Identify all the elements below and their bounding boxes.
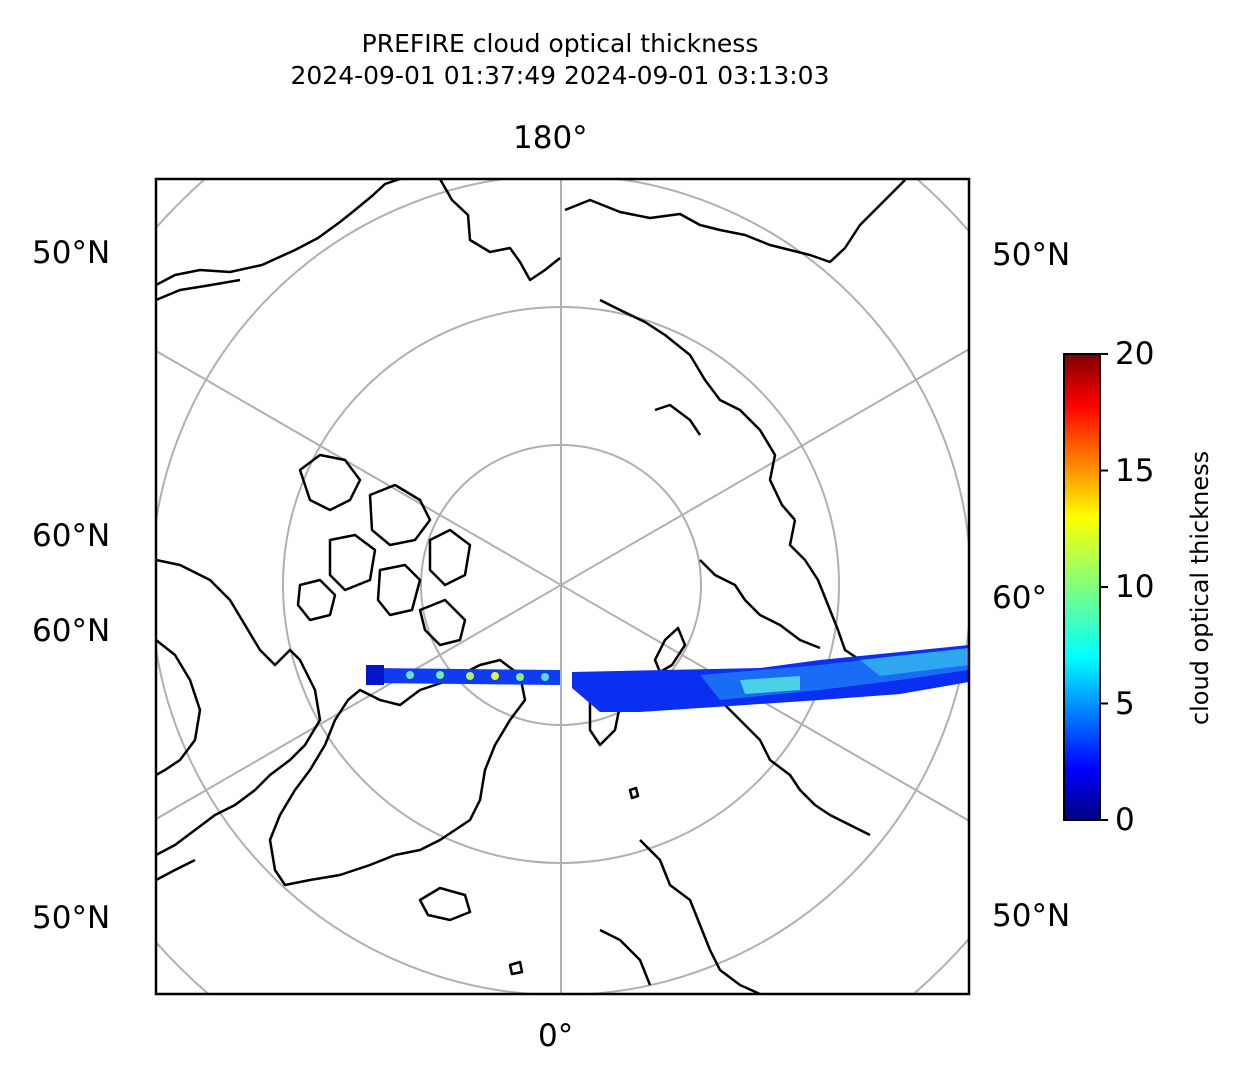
title-line-2: 2024-09-01 01:37:49 2024-09-01 03:13:03	[290, 61, 830, 90]
colorbar-label: cloud optical thickness	[1186, 450, 1214, 726]
label-left-upper: 50°N	[32, 235, 111, 271]
label-left-mid1: 60°N	[32, 518, 111, 554]
colorbar-tick-label-15: 15	[1115, 453, 1155, 489]
label-right-lower: 50°N	[992, 898, 1071, 934]
colorbar-tick-label-0: 0	[1115, 802, 1135, 838]
graticule	[156, 179, 969, 994]
label-right-mid: 60°	[992, 580, 1047, 616]
colorbar	[1063, 353, 1108, 821]
label-bottom-0: 0°	[538, 1018, 574, 1054]
map-content	[156, 179, 969, 994]
colorbar-gradient	[1063, 353, 1101, 821]
label-left-lower: 50°N	[32, 900, 111, 936]
satellite-swath	[366, 645, 969, 712]
chart-title: PREFIRE cloud optical thickness 2024-09-…	[0, 28, 1120, 92]
title-line-1: PREFIRE cloud optical thickness	[361, 29, 759, 58]
label-right-upper: 50°N	[992, 237, 1071, 273]
colorbar-tick-label-10: 10	[1115, 569, 1155, 605]
map-frame	[154, 177, 971, 996]
label-left-mid2: 60°N	[32, 613, 111, 649]
colorbar-ticks	[1100, 353, 1108, 821]
coastlines	[156, 179, 969, 994]
colorbar-tick-label-20: 20	[1115, 336, 1155, 372]
label-top-180: 180°	[513, 120, 588, 156]
colorbar-tick-label-5: 5	[1115, 686, 1135, 722]
